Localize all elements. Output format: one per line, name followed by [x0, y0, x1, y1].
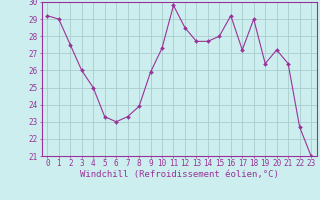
X-axis label: Windchill (Refroidissement éolien,°C): Windchill (Refroidissement éolien,°C) [80, 170, 279, 179]
